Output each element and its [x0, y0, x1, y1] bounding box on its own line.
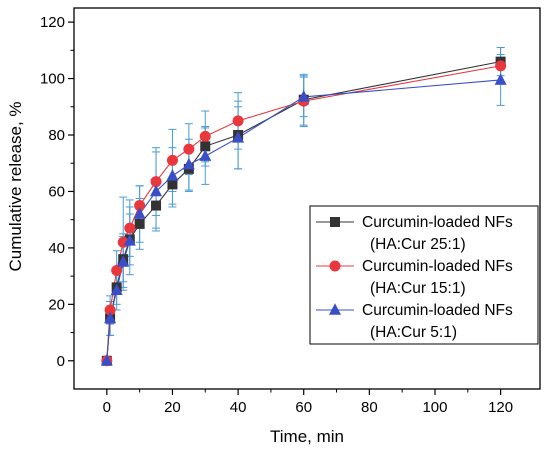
legend-marker-2 — [329, 303, 341, 315]
y-tick-label-2: 40 — [48, 240, 65, 257]
data-point-s2-2 — [110, 283, 123, 295]
data-point-s0-9 — [200, 141, 211, 152]
legend-marker-0 — [330, 217, 340, 227]
series-markers — [100, 56, 507, 367]
data-point-s2-8 — [182, 157, 195, 170]
data-point-s2-5 — [133, 207, 146, 219]
plot-frame — [73, 7, 541, 390]
x-axis-title: Time, min — [270, 427, 344, 446]
data-point-s1-9 — [199, 130, 211, 142]
legend: Curcumin-loaded NFs(HA:Cur 25:1)Curcumin… — [309, 205, 539, 345]
data-point-s2-11 — [297, 90, 310, 102]
data-point-s0-5 — [134, 218, 145, 229]
x-tick-label-0: 0 — [103, 399, 111, 416]
axis-ticks: 0 20 40 60 80 100 120 0 20 40 60 80 100 120 — [40, 14, 513, 416]
y-tick-label-4: 80 — [48, 127, 65, 144]
y-tick-label-5: 100 — [40, 71, 65, 88]
data-point-s1-2 — [111, 264, 123, 276]
legend-marker-1 — [329, 260, 341, 272]
legend-box — [309, 205, 539, 345]
legend-label-2: Curcumin-loaded NFs — [362, 302, 513, 319]
data-point-s2-10 — [232, 131, 245, 143]
data-point-s2-7 — [166, 169, 179, 181]
legend-sublabel-1: (HA:Cur 15:1) — [370, 280, 466, 297]
x-tick-label-6: 120 — [488, 399, 513, 416]
legend-entry-1: Curcumin-loaded NFs (HA:Cur 15:1) — [316, 258, 513, 297]
x-tick-label-5: 100 — [422, 399, 447, 416]
data-point-s1-8 — [183, 143, 195, 155]
legend-sublabel-0: (HA:Cur 25:1) — [370, 236, 466, 253]
data-point-s1-12 — [495, 60, 507, 72]
data-point-s2-0 — [100, 354, 113, 366]
data-point-s2-9 — [199, 149, 212, 161]
x-tick-label-3: 60 — [295, 399, 312, 416]
y-tick-label-6: 120 — [40, 14, 65, 31]
y-tick-label-3: 60 — [48, 183, 65, 200]
data-point-s1-5 — [134, 200, 146, 212]
legend-entry-0: Curcumin-loaded NFs (HA:Cur 25:1) — [316, 214, 513, 253]
data-point-s1-1 — [104, 304, 116, 316]
x-tick-label-2: 40 — [230, 399, 247, 416]
legend-entry-2: Curcumin-loaded NFs (HA:Cur 5:1) — [316, 302, 513, 341]
data-point-s1-10 — [232, 115, 244, 127]
y-tick-label-0: 0 — [57, 353, 65, 370]
plot-area-border — [73, 7, 541, 390]
legend-label-0: Curcumin-loaded NFs — [362, 214, 513, 231]
x-tick-label-4: 80 — [361, 399, 378, 416]
data-point-s2-3 — [117, 255, 130, 267]
data-point-s0-6 — [151, 200, 162, 211]
data-point-s1-7 — [166, 154, 178, 166]
data-point-s2-6 — [150, 184, 163, 197]
data-point-s2-12 — [494, 73, 507, 85]
y-axis-title: Cumulative release, % — [6, 101, 25, 271]
data-point-s1-4 — [124, 222, 136, 234]
y-tick-label-1: 20 — [48, 296, 65, 313]
data-point-s2-4 — [123, 234, 136, 246]
data-point-s1-6 — [150, 176, 162, 188]
data-point-s2-1 — [104, 311, 117, 324]
data-point-s0-7 — [167, 179, 178, 190]
legend-label-1: Curcumin-loaded NFs — [362, 258, 513, 275]
legend-sublabel-2: (HA:Cur 5:1) — [370, 324, 457, 341]
x-tick-label-1: 20 — [164, 399, 181, 416]
